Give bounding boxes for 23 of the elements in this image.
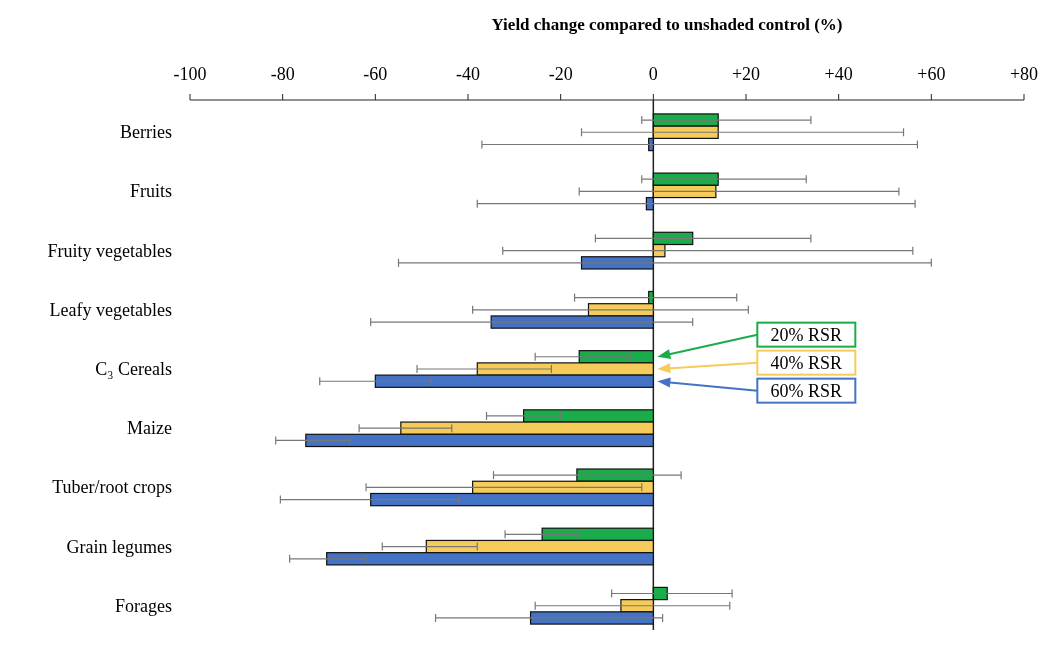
- x-tick-label: +60: [917, 64, 946, 84]
- y-tick-label: C₃ Cereals: [95, 359, 172, 379]
- x-tick-label: -20: [548, 64, 573, 84]
- text: 20% RSR: [770, 324, 843, 345]
- x-tick-label: +40: [824, 64, 853, 84]
- y-tick-label: Forages: [115, 595, 172, 616]
- text: 40% RSR: [770, 352, 843, 373]
- x-tick-label: 0: [648, 64, 658, 84]
- x-tick-label: -60: [363, 64, 388, 84]
- y-tick-label: Maize: [127, 418, 172, 439]
- y-tick-label: Tuber/root crops: [52, 477, 172, 498]
- text: 60% RSR: [770, 380, 843, 401]
- x-tick-label: -80: [270, 64, 295, 84]
- x-tick-label: -100: [173, 64, 207, 84]
- y-tick-label: Berries: [120, 122, 172, 143]
- y-tick-label: Fruits: [129, 181, 172, 202]
- y-tick-label: Fruity vegetables: [47, 240, 172, 261]
- x-tick-label: +80: [1009, 64, 1039, 84]
- y-tick-label: Grain legumes: [66, 536, 172, 557]
- y-tick-label: Leafy vegetables: [49, 299, 172, 320]
- chart-title: Yield change compared to unshaded control (%): [491, 15, 843, 34]
- x-tick-label: +20: [731, 64, 761, 84]
- x-tick-label: -40: [456, 64, 480, 84]
